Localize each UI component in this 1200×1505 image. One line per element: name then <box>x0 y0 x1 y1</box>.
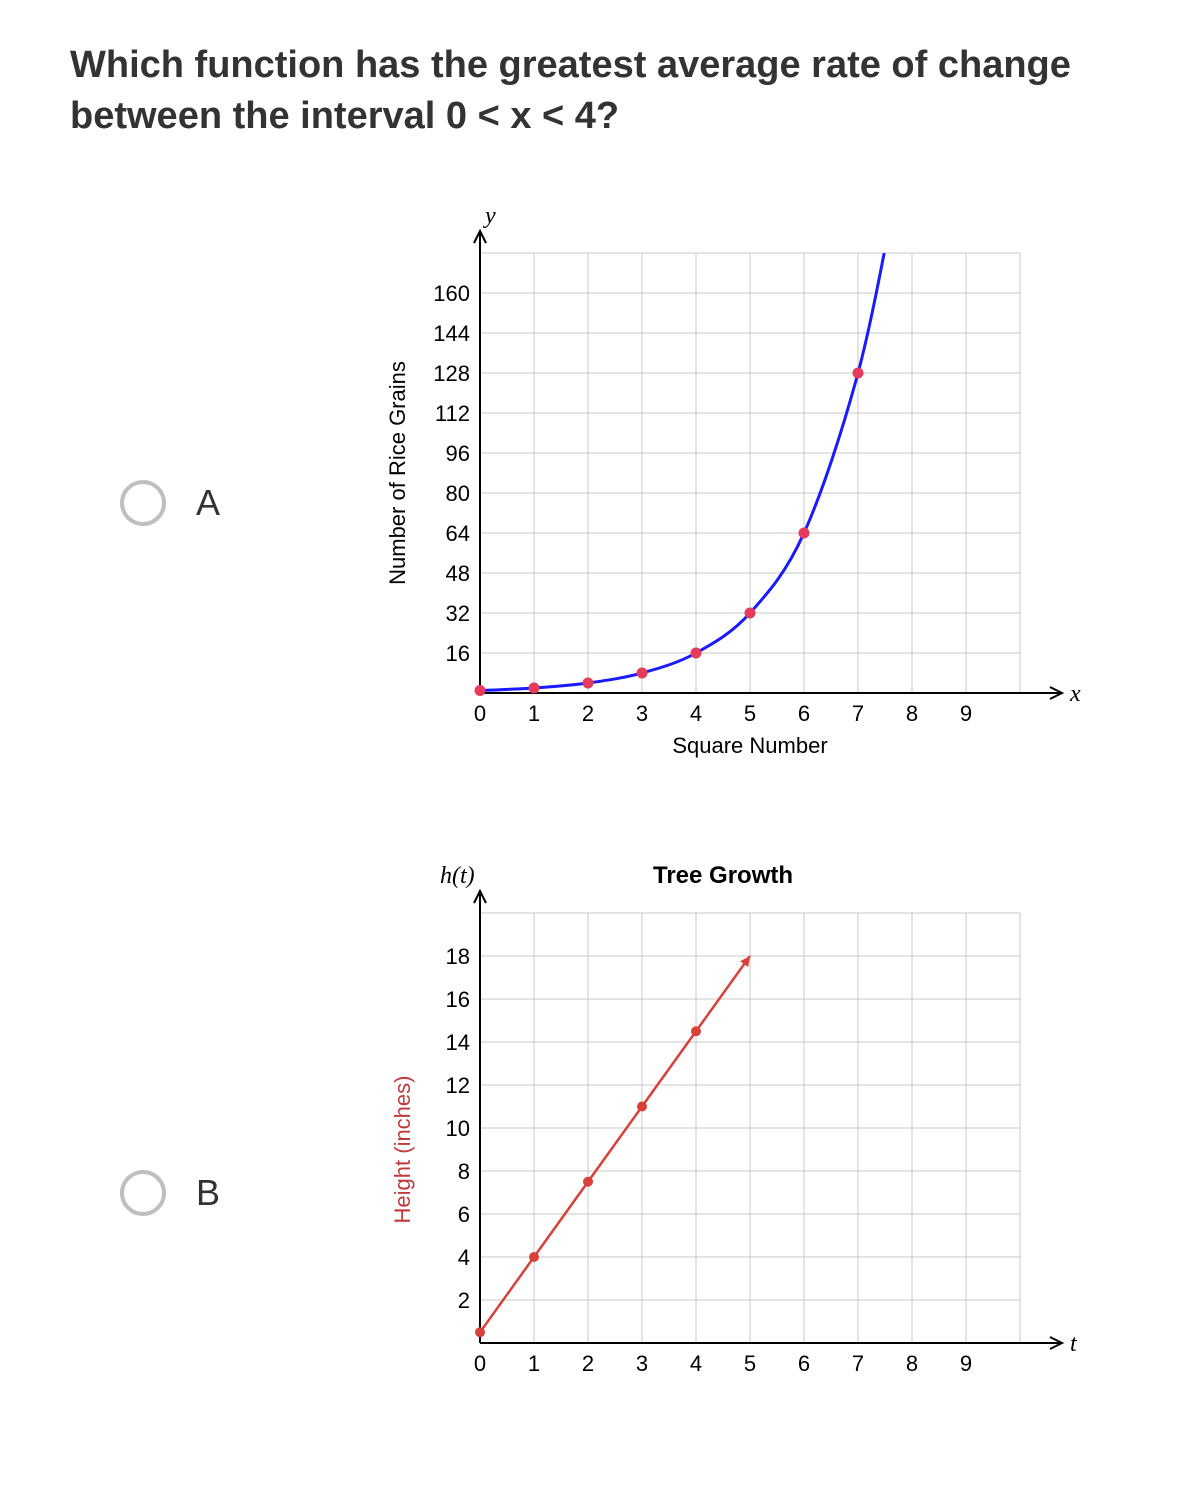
svg-text:9: 9 <box>960 1351 972 1376</box>
svg-text:80: 80 <box>446 481 470 506</box>
chart-a: 16 32 48 64 80 96 112 128 144 160 0 1 2 3 4 5 6 7 8 9 y x Numb… <box>350 203 1110 803</box>
svg-text:10: 10 <box>446 1116 470 1141</box>
svg-text:48: 48 <box>446 561 470 586</box>
svg-text:3: 3 <box>636 701 648 726</box>
svg-text:y: y <box>483 203 496 229</box>
svg-text:144: 144 <box>433 321 470 346</box>
svg-text:0: 0 <box>474 1351 486 1376</box>
svg-text:6: 6 <box>458 1202 470 1227</box>
svg-text:8: 8 <box>458 1159 470 1184</box>
svg-text:1: 1 <box>528 1351 540 1376</box>
svg-text:6: 6 <box>798 1351 810 1376</box>
svg-text:3: 3 <box>636 1351 648 1376</box>
option-a-row: A 16 32 48 64 80 96 112 128 144 160 0 1 2 3 4 5 6 7 8 9 y x Nu… <box>70 203 1130 803</box>
option-a-radio[interactable] <box>120 480 166 526</box>
svg-text:2: 2 <box>458 1288 470 1313</box>
svg-text:4: 4 <box>458 1245 470 1270</box>
svg-text:16: 16 <box>446 987 470 1012</box>
question-text: Which function has the greatest average … <box>70 40 1130 143</box>
svg-text:32: 32 <box>446 601 470 626</box>
svg-text:4: 4 <box>690 701 702 726</box>
svg-text:2: 2 <box>582 1351 594 1376</box>
svg-text:18: 18 <box>446 944 470 969</box>
svg-text:8: 8 <box>906 701 918 726</box>
svg-text:128: 128 <box>433 361 470 386</box>
svg-text:7: 7 <box>852 1351 864 1376</box>
svg-text:Number of Rice Grains: Number of Rice Grains <box>385 361 410 585</box>
svg-text:Square Number: Square Number <box>672 733 827 758</box>
svg-text:14: 14 <box>446 1030 470 1055</box>
svg-text:8: 8 <box>906 1351 918 1376</box>
chart-b: Tree Growth246810121416180123456789h(t)t… <box>350 843 1110 1403</box>
svg-text:7: 7 <box>852 701 864 726</box>
svg-text:6: 6 <box>798 701 810 726</box>
svg-text:96: 96 <box>446 441 470 466</box>
option-b-radio[interactable] <box>120 1170 166 1216</box>
svg-text:4: 4 <box>690 1351 702 1376</box>
svg-text:112: 112 <box>435 401 470 426</box>
svg-text:Tree Growth: Tree Growth <box>653 862 793 889</box>
svg-text:5: 5 <box>744 1351 756 1376</box>
svg-text:160: 160 <box>433 281 470 306</box>
svg-text:Height (inches): Height (inches) <box>390 1075 415 1223</box>
svg-text:16: 16 <box>446 641 470 666</box>
svg-text:1: 1 <box>528 701 540 726</box>
svg-text:h(t): h(t) <box>440 863 475 889</box>
svg-text:2: 2 <box>582 701 594 726</box>
svg-text:9: 9 <box>960 701 972 726</box>
svg-text:5: 5 <box>744 701 756 726</box>
svg-text:0: 0 <box>474 701 486 726</box>
svg-text:64: 64 <box>446 521 470 546</box>
option-a-label: A <box>196 482 220 524</box>
svg-text:12: 12 <box>446 1073 470 1098</box>
options-container: A 1632486480961121281441600123456789yxNu… <box>70 203 1130 1443</box>
option-b-row: B Tree Growth246810121416180123456789h(t… <box>70 843 1130 1403</box>
option-b-label: B <box>196 1172 220 1214</box>
svg-text:x: x <box>1069 681 1081 707</box>
svg-text:t: t <box>1070 1331 1078 1357</box>
